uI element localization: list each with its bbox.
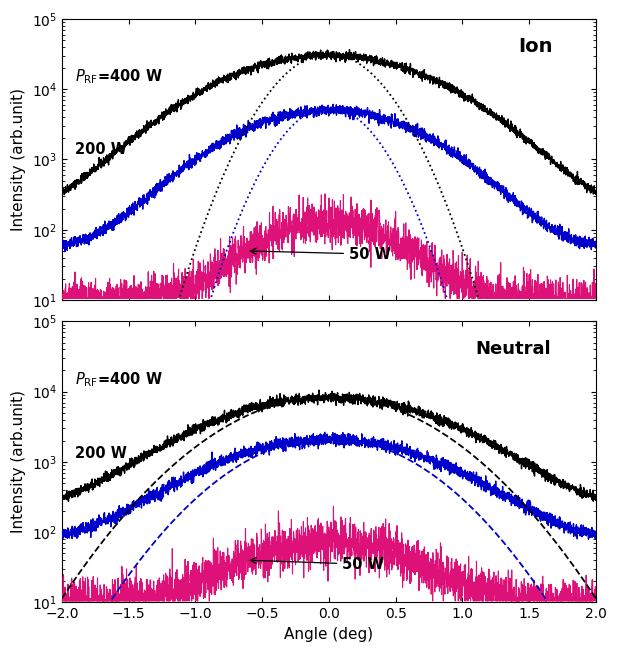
Text: $P_\mathrm{RF}$=400 W: $P_\mathrm{RF}$=400 W <box>75 67 163 86</box>
Text: 50 W: 50 W <box>250 247 391 262</box>
Text: Ion: Ion <box>519 37 553 56</box>
Y-axis label: Intensity (arb.unit): Intensity (arb.unit) <box>11 390 26 534</box>
Text: $P_\mathrm{RF}$=400 W: $P_\mathrm{RF}$=400 W <box>75 370 163 389</box>
Text: 200 W: 200 W <box>75 447 127 462</box>
Text: 50 W: 50 W <box>250 557 384 572</box>
X-axis label: Angle (deg): Angle (deg) <box>284 627 373 642</box>
Y-axis label: Intensity (arb.unit): Intensity (arb.unit) <box>11 88 26 231</box>
Text: Neutral: Neutral <box>475 340 551 358</box>
Text: 200 W: 200 W <box>75 142 127 157</box>
